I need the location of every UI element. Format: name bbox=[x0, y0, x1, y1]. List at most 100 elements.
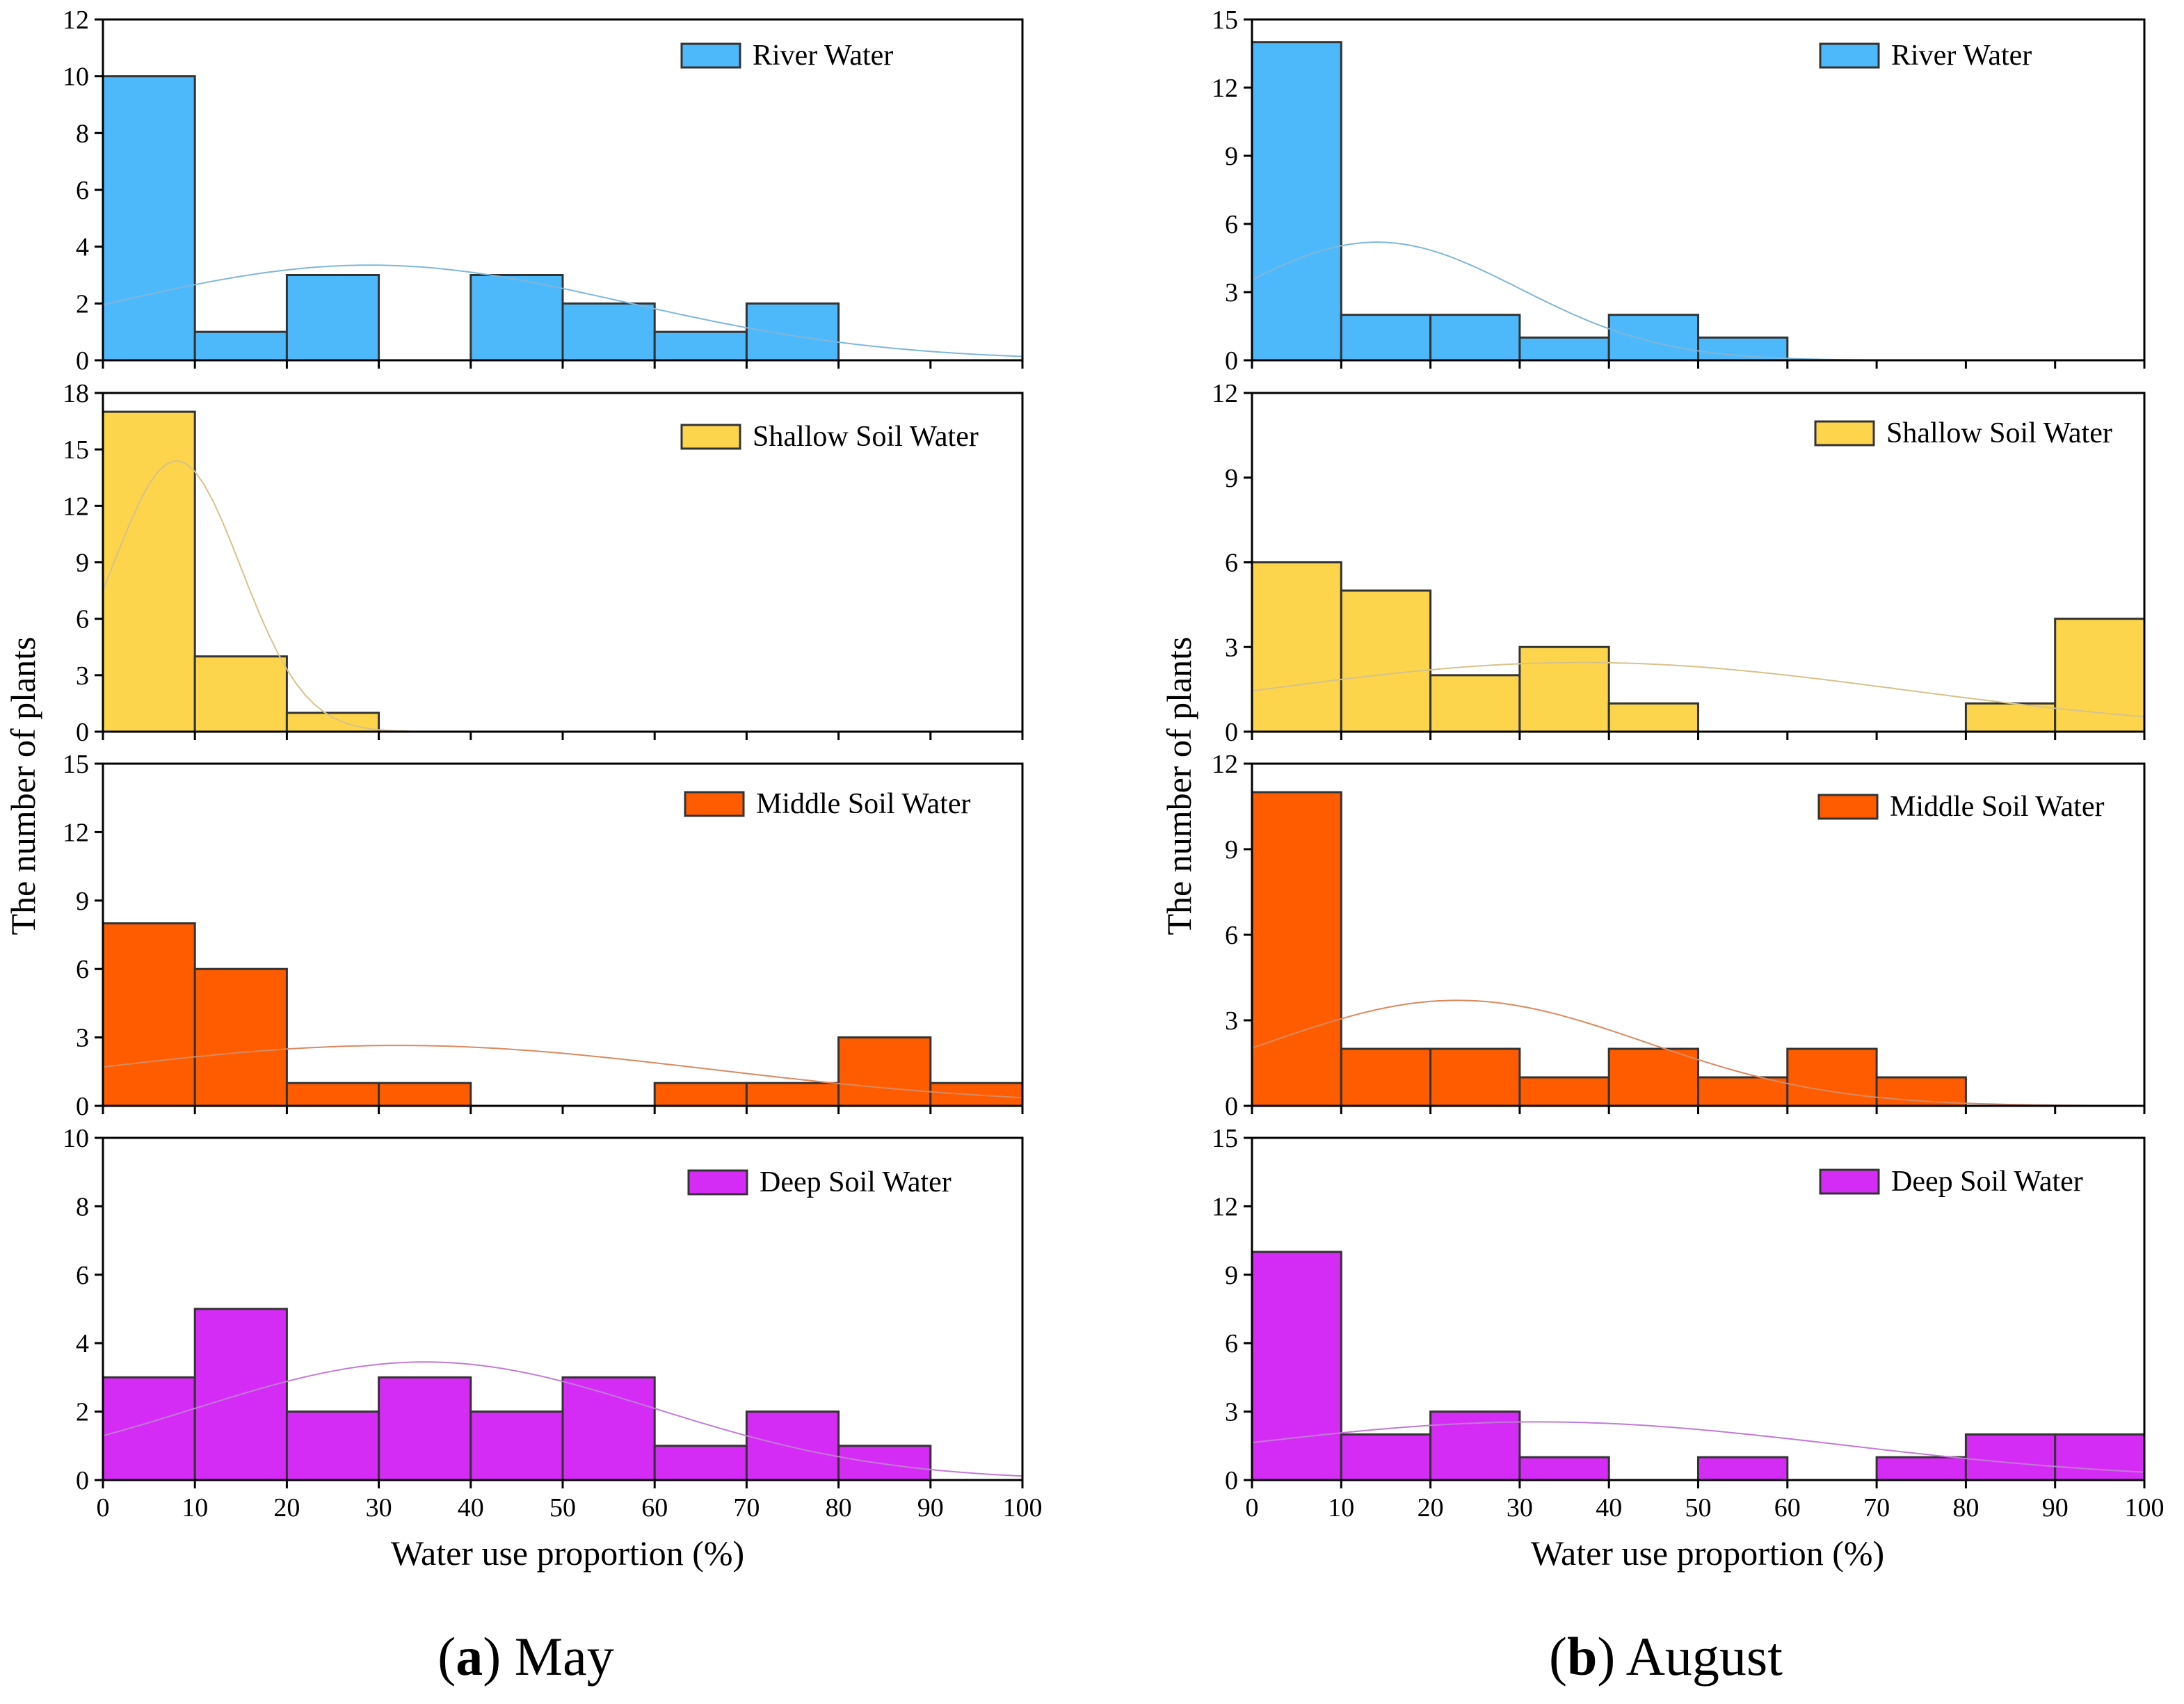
x-tick-label: 0 bbox=[1246, 1493, 1259, 1522]
y-tick-label: 0 bbox=[1225, 346, 1238, 376]
legend-swatch bbox=[687, 1169, 748, 1196]
histogram-bar bbox=[1697, 1076, 1789, 1107]
x-tick-label: 80 bbox=[1952, 1493, 1979, 1522]
y-tick-label: 0 bbox=[76, 1466, 89, 1495]
y-tick-label: 2 bbox=[76, 1398, 89, 1427]
y-tick-label: 6 bbox=[76, 176, 89, 205]
legend-swatch bbox=[680, 424, 741, 450]
y-tick-label: 3 bbox=[1225, 278, 1238, 307]
y-tick-label: 9 bbox=[1225, 835, 1238, 865]
x-tick-label: 100 bbox=[2125, 1493, 2165, 1522]
histogram-bar bbox=[1607, 1047, 1699, 1107]
legend-label: Shallow Soil Water bbox=[1886, 417, 2112, 449]
histogram-bar bbox=[1518, 336, 1610, 362]
y-tick-label: 2 bbox=[76, 289, 89, 319]
histogram-bar bbox=[653, 1082, 748, 1107]
y-tick-label: 12 bbox=[63, 492, 89, 521]
y-tick-label: 0 bbox=[76, 346, 89, 376]
histogram-bar bbox=[1251, 791, 1342, 1107]
y-tick-label: 6 bbox=[1225, 210, 1238, 239]
histogram-bar bbox=[837, 1445, 932, 1481]
histogram-bar bbox=[653, 330, 748, 362]
histogram-bar bbox=[469, 1410, 564, 1481]
y-tick-label: 10 bbox=[63, 63, 89, 92]
y-tick-label: 0 bbox=[1225, 718, 1238, 747]
histogram-bar bbox=[1340, 314, 1432, 362]
histogram-bar bbox=[653, 1445, 748, 1481]
y-tick-label: 6 bbox=[76, 955, 89, 984]
histogram-bar bbox=[561, 302, 656, 362]
x-tick-label: 80 bbox=[826, 1493, 852, 1522]
legend-label: Deep Soil Water bbox=[1891, 1166, 2083, 1198]
y-tick-label: 18 bbox=[63, 379, 89, 408]
histogram-panel: 0 3 6 9 12 15 River Water bbox=[1212, 6, 2146, 376]
histogram-bar bbox=[469, 274, 564, 362]
histogram-bar bbox=[1251, 561, 1342, 733]
y-tick-label: 6 bbox=[1225, 1329, 1238, 1358]
histogram-bar bbox=[1429, 674, 1521, 733]
histogram-bar bbox=[1875, 1456, 1967, 1481]
x-tick-label: 20 bbox=[1418, 1493, 1444, 1522]
x-tick-label: 30 bbox=[1507, 1493, 1533, 1522]
x-tick-label: 50 bbox=[1685, 1493, 1712, 1522]
histogram-bar bbox=[1697, 336, 1789, 362]
y-tick-label: 9 bbox=[76, 887, 89, 916]
histogram-bar bbox=[193, 967, 288, 1107]
histogram-bar bbox=[745, 1082, 840, 1107]
normal-fit-curve bbox=[102, 264, 1023, 357]
histogram-panel: 0 3 6 9 12 15 18 Shallow Soil Water bbox=[63, 379, 1024, 747]
histogram-panel: 0 3 6 9 12 15 0 10 20 30 40 50 60 70 80 90 100 Deep Soil … bbox=[1212, 1124, 2165, 1522]
x-tick-label: 60 bbox=[1774, 1493, 1801, 1522]
histogram-bar bbox=[745, 302, 840, 362]
histogram-bar bbox=[285, 1082, 380, 1107]
y-axis-label-august: The number of plants bbox=[1159, 636, 1198, 935]
histogram-bar bbox=[1251, 41, 1342, 362]
x-tick-label: 20 bbox=[273, 1493, 300, 1522]
histogram-bar bbox=[193, 655, 288, 733]
y-tick-label: 15 bbox=[63, 435, 89, 465]
y-tick-label: 8 bbox=[76, 119, 89, 148]
y-tick-label: 6 bbox=[76, 1261, 89, 1290]
y-tick-label: 9 bbox=[76, 549, 89, 578]
y-tick-label: 3 bbox=[1225, 1398, 1238, 1427]
histogram-bar bbox=[285, 1410, 380, 1481]
x-tick-label: 90 bbox=[2042, 1493, 2069, 1522]
legend-label: Middle Soil Water bbox=[756, 788, 970, 820]
x-tick-label: 10 bbox=[182, 1493, 208, 1522]
y-axis-label-may: The number of plants bbox=[3, 636, 42, 935]
y-tick-label: 3 bbox=[76, 661, 89, 691]
y-tick-label: 15 bbox=[1212, 6, 1238, 35]
y-tick-label: 0 bbox=[1225, 1466, 1238, 1495]
histogram-bar bbox=[1518, 1456, 1610, 1481]
y-tick-label: 12 bbox=[1212, 1192, 1238, 1221]
histogram-panel: 0 3 6 9 12 Shallow Soil Water bbox=[1212, 379, 2146, 747]
legend-swatch bbox=[680, 42, 741, 69]
histogram-bar bbox=[837, 1036, 932, 1107]
y-tick-label: 3 bbox=[1225, 633, 1238, 662]
x-tick-label: 50 bbox=[549, 1493, 576, 1522]
x-tick-label: 0 bbox=[97, 1493, 110, 1522]
histogram-bar bbox=[102, 922, 196, 1107]
y-tick-label: 6 bbox=[1225, 549, 1238, 578]
histogram-bar bbox=[193, 1308, 288, 1481]
histogram-bar bbox=[1340, 1047, 1432, 1107]
histogram-bar bbox=[285, 274, 380, 362]
y-tick-label: 3 bbox=[76, 1024, 89, 1053]
histogram-bar bbox=[193, 330, 288, 362]
caption-august: (b) August bbox=[1549, 1626, 1783, 1687]
panels: 0 2 4 6 8 10 12 River Water 0 3 6 9 12 15 18 Shallow So… bbox=[63, 6, 2165, 1522]
y-tick-label: 4 bbox=[76, 1329, 89, 1358]
histogram-panel: 0 2 4 6 8 10 12 River Water bbox=[63, 6, 1024, 376]
histogram-bar bbox=[1607, 702, 1699, 733]
normal-fit-curve bbox=[102, 1361, 1023, 1477]
histogram-bar bbox=[102, 410, 196, 733]
legend-swatch bbox=[1817, 794, 1879, 820]
histogram-bar bbox=[2054, 1433, 2146, 1481]
histogram-bar bbox=[285, 712, 380, 733]
normal-fit-curve bbox=[102, 1045, 1023, 1099]
x-tick-label: 70 bbox=[733, 1493, 760, 1522]
y-tick-label: 15 bbox=[63, 750, 89, 779]
histogram-bar bbox=[1518, 1076, 1610, 1107]
